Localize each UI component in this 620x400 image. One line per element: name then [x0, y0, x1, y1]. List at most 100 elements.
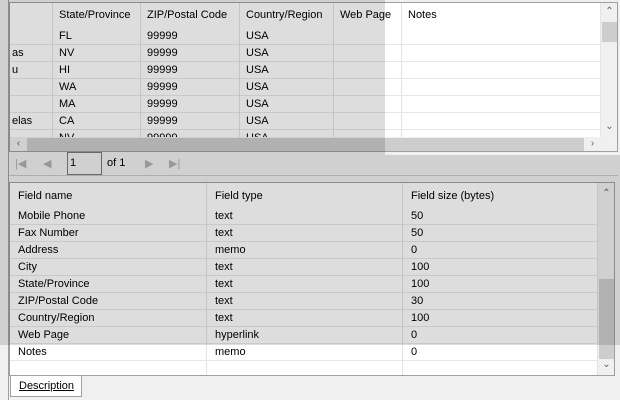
table-cell[interactable]: FL	[53, 28, 141, 45]
column-header[interactable]: ZIP/Postal Code	[141, 3, 240, 28]
page-number-input[interactable]: 1	[67, 152, 102, 175]
table-cell[interactable]: text	[207, 225, 403, 242]
table-cell[interactable]: 99999	[141, 79, 240, 96]
column-header[interactable]: Country/Region	[240, 3, 334, 28]
table-cell[interactable]: MA	[53, 96, 141, 113]
last-page-icon[interactable]: ▶|	[169, 158, 181, 170]
table-cell[interactable]: Fax Number	[10, 225, 207, 242]
table-cell[interactable]	[207, 361, 403, 375]
table-row[interactable]: Country/Region text 100	[10, 310, 598, 327]
table-row[interactable]: City text 100	[10, 259, 598, 276]
field-grid[interactable]: Field name Field type Field size (bytes) M…	[9, 182, 615, 376]
scroll-up-icon[interactable]: ⌃	[605, 6, 614, 17]
table-row[interactable]: Web Page hyperlink 0	[10, 327, 598, 344]
column-header[interactable]: Field size (bytes)	[403, 183, 598, 208]
table-cell[interactable]: as	[10, 45, 53, 62]
table-cell[interactable]: 99999	[141, 62, 240, 79]
table-cell[interactable]: USA	[240, 79, 334, 96]
table-cell[interactable]: hyperlink	[207, 327, 403, 344]
table-row[interactable]: MA 99999 USA	[10, 96, 601, 113]
table-row[interactable]	[10, 361, 598, 375]
table-cell[interactable]: 99999	[141, 113, 240, 130]
scroll-down-icon[interactable]: ⌄	[602, 359, 611, 370]
scroll-thumb[interactable]	[602, 22, 617, 42]
table-cell[interactable]: text	[207, 293, 403, 310]
table-cell[interactable]	[334, 45, 402, 62]
table-cell[interactable]: Notes	[10, 344, 207, 361]
column-header[interactable]: Field type	[207, 183, 403, 208]
table-cell[interactable]: 100	[403, 310, 598, 327]
table-row[interactable]: State/Province text 100	[10, 276, 598, 293]
table-cell[interactable]: 99999	[141, 96, 240, 113]
prev-page-icon[interactable]: ◀	[43, 158, 52, 170]
table-cell[interactable]: 99999	[141, 45, 240, 62]
table-cell[interactable]	[10, 96, 53, 113]
table-cell[interactable]: text	[207, 208, 403, 225]
scroll-left-icon[interactable]: ‹	[16, 138, 21, 149]
table-cell[interactable]: Country/Region	[10, 310, 207, 327]
table-cell[interactable]	[334, 96, 402, 113]
table-cell[interactable]: 0	[403, 327, 598, 344]
table-cell[interactable]	[402, 28, 601, 45]
table-cell[interactable]: CA	[53, 113, 141, 130]
column-header[interactable]: Notes	[402, 3, 601, 28]
hscroll-thumb[interactable]	[27, 138, 584, 151]
table-cell[interactable]: Address	[10, 242, 207, 259]
table-cell[interactable]	[334, 62, 402, 79]
table-cell[interactable]: 100	[403, 276, 598, 293]
table-row[interactable]: elas CA 99999 USA	[10, 113, 601, 130]
table-cell[interactable]: NV	[53, 45, 141, 62]
table-cell[interactable]	[10, 28, 53, 45]
table-row[interactable]: WA 99999 USA	[10, 79, 601, 96]
table-cell[interactable]: text	[207, 259, 403, 276]
table-cell[interactable]: u	[10, 62, 53, 79]
table-cell[interactable]: text	[207, 310, 403, 327]
table-row[interactable]: Fax Number text 50	[10, 225, 598, 242]
scroll-thumb[interactable]	[599, 279, 614, 359]
table-cell[interactable]	[403, 361, 598, 375]
table-row[interactable]: FL 99999 USA	[10, 28, 601, 45]
table-cell[interactable]: USA	[240, 45, 334, 62]
table-cell[interactable]: 30	[403, 293, 598, 310]
table-cell[interactable]	[402, 62, 601, 79]
table-cell[interactable]	[402, 79, 601, 96]
scroll-right-icon[interactable]: ›	[590, 138, 595, 149]
table-cell[interactable]: State/Province	[10, 276, 207, 293]
table-cell[interactable]: 50	[403, 208, 598, 225]
table-cell[interactable]	[402, 96, 601, 113]
table-cell[interactable]: 0	[403, 242, 598, 259]
scroll-down-icon[interactable]: ⌄	[605, 121, 614, 132]
table-cell[interactable]: ZIP/Postal Code	[10, 293, 207, 310]
column-header[interactable]: State/Province	[53, 3, 141, 28]
table-cell[interactable]	[402, 113, 601, 130]
column-header[interactable]: Field name	[10, 183, 207, 208]
column-header[interactable]: Web Page	[334, 3, 402, 28]
next-page-icon[interactable]: ▶	[145, 158, 154, 170]
table-cell[interactable]: memo	[207, 242, 403, 259]
vertical-scrollbar[interactable]: ⌃ ⌄	[601, 3, 617, 137]
horizontal-scrollbar[interactable]: ‹ ›	[10, 137, 617, 151]
table-cell[interactable]: USA	[240, 113, 334, 130]
table-cell[interactable]: text	[207, 276, 403, 293]
table-cell[interactable]	[402, 45, 601, 62]
table-cell[interactable]: 99999	[141, 28, 240, 45]
table-cell[interactable]: elas	[10, 113, 53, 130]
column-header[interactable]	[10, 3, 53, 28]
table-row[interactable]: Mobile Phone text 50	[10, 208, 598, 225]
table-row[interactable]: as NV 99999 USA	[10, 45, 601, 62]
table-cell[interactable]	[334, 113, 402, 130]
table-cell[interactable]: 100	[403, 259, 598, 276]
table-cell[interactable]: 50	[403, 225, 598, 242]
table-row[interactable]: ZIP/Postal Code text 30	[10, 293, 598, 310]
table-cell[interactable]	[334, 28, 402, 45]
table-row[interactable]: Notes memo 0	[10, 344, 598, 361]
table-cell[interactable]: Mobile Phone	[10, 208, 207, 225]
table-cell[interactable]: memo	[207, 344, 403, 361]
table-cell[interactable]: USA	[240, 96, 334, 113]
table-cell[interactable]: City	[10, 259, 207, 276]
table-cell[interactable]	[10, 361, 207, 375]
table-cell[interactable]	[334, 79, 402, 96]
table-cell[interactable]: USA	[240, 28, 334, 45]
tab-description[interactable]: Description	[10, 376, 82, 397]
table-cell[interactable]: Web Page	[10, 327, 207, 344]
